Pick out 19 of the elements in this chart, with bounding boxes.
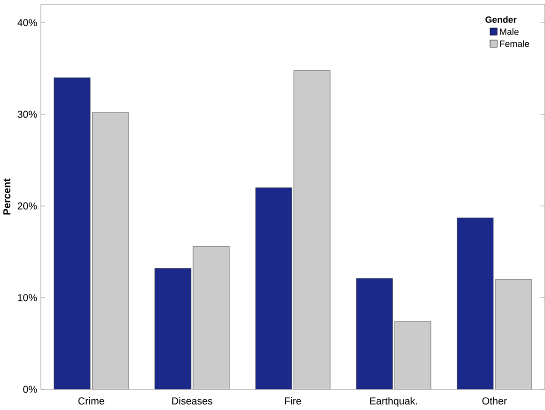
y-tick-label: 40% — [17, 19, 37, 26]
y-axis-title: Percent — [3, 178, 10, 215]
x-tick-label: Fire — [285, 397, 302, 405]
x-tick-label: Diseases — [172, 397, 212, 405]
bar — [456, 218, 494, 390]
y-tick-label: 0% — [23, 386, 37, 393]
y-tick-label: 30% — [18, 110, 37, 118]
legend-label: Female — [500, 40, 530, 48]
x-tick-label: Crime — [78, 397, 104, 405]
bar — [154, 268, 192, 390]
x-tick-label: Earthquak. — [370, 397, 417, 407]
legend-title: Gender — [485, 16, 517, 23]
y-tick-label: 10% — [18, 294, 37, 302]
legend-label: Male — [500, 28, 519, 35]
bar — [255, 188, 292, 390]
bar — [54, 77, 90, 390]
bar — [356, 278, 393, 390]
x-tick-label: Other — [482, 397, 507, 405]
y-tick-label: 20% — [18, 202, 37, 210]
